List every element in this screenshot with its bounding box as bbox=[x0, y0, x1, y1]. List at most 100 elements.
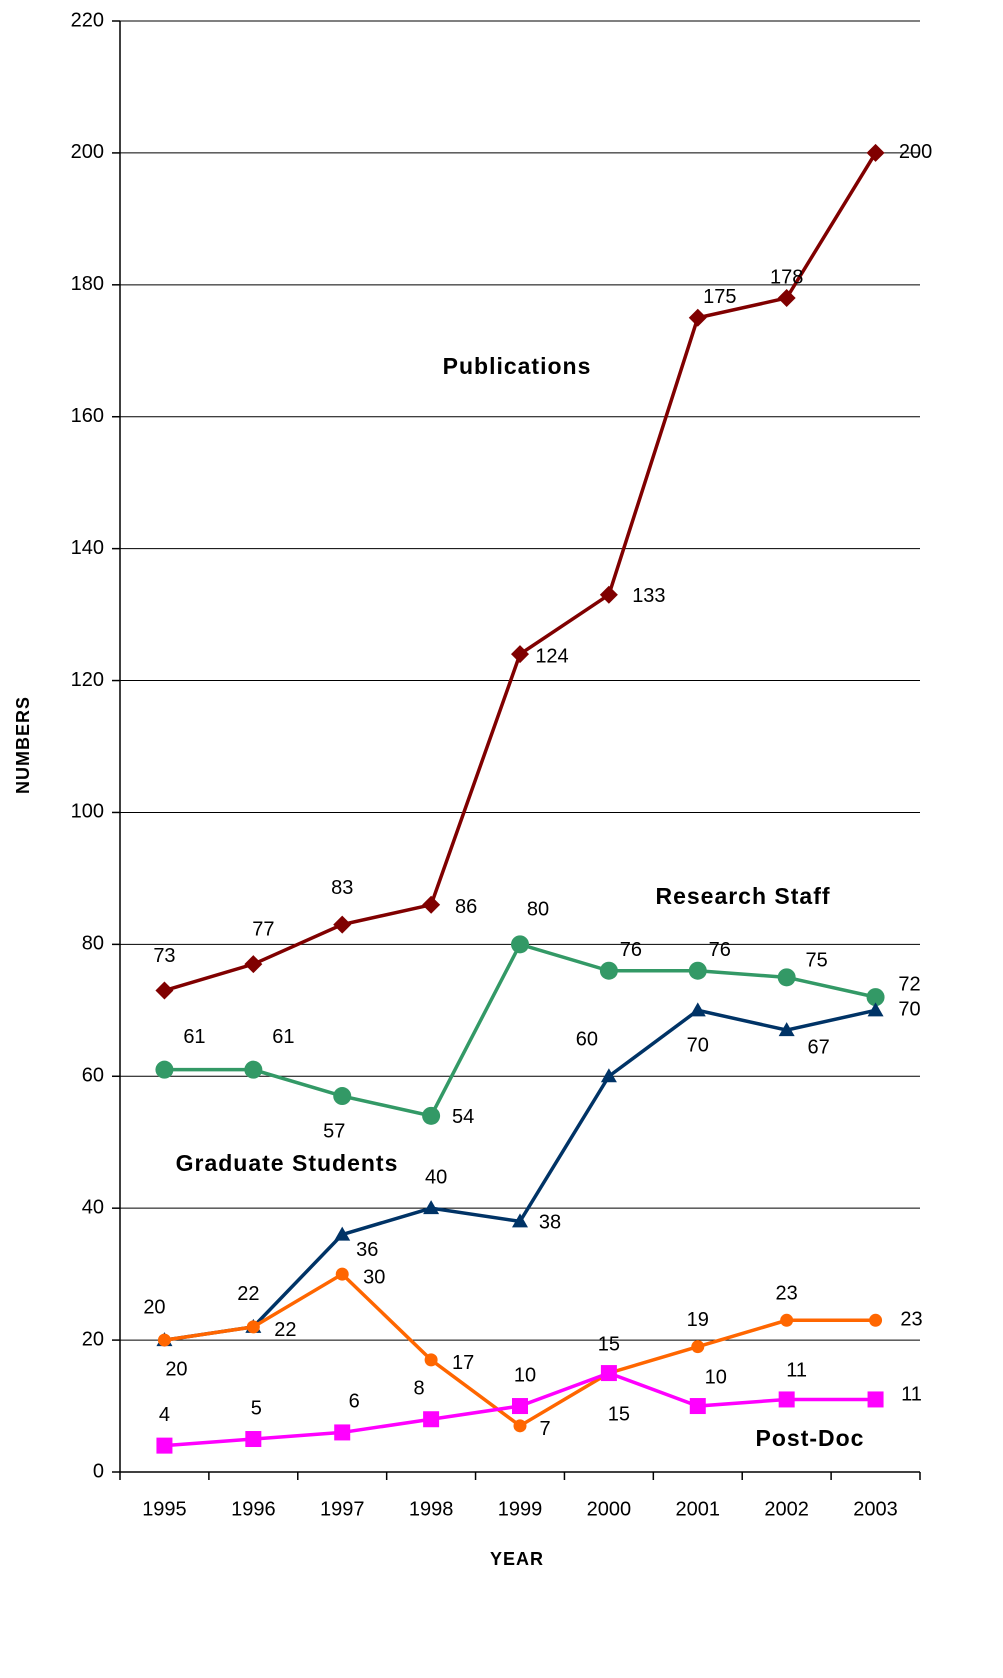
series-name: Publications bbox=[443, 353, 592, 379]
data-label: 5 bbox=[251, 1397, 262, 1419]
marker bbox=[599, 585, 618, 604]
marker bbox=[511, 935, 529, 954]
marker bbox=[244, 955, 263, 974]
marker bbox=[244, 1060, 263, 1079]
marker bbox=[689, 1398, 706, 1415]
data-label: 76 bbox=[709, 939, 731, 961]
data-label: 61 bbox=[272, 1026, 294, 1048]
marker bbox=[155, 1060, 174, 1079]
y-tick-label: 100 bbox=[71, 801, 104, 823]
marker bbox=[777, 289, 796, 308]
data-label: 124 bbox=[535, 645, 568, 667]
marker bbox=[869, 1313, 883, 1327]
y-tick-label: 160 bbox=[71, 405, 104, 427]
data-label: 77 bbox=[252, 918, 274, 940]
data-label: 175 bbox=[703, 286, 736, 308]
y-tick-label: 140 bbox=[71, 537, 104, 559]
data-label: 73 bbox=[153, 945, 175, 967]
x-tick-label: 2000 bbox=[587, 1498, 632, 1520]
series-name: Graduate Students bbox=[176, 1150, 399, 1176]
x-tick-label: 2003 bbox=[853, 1498, 898, 1520]
data-label: 86 bbox=[455, 896, 477, 918]
data-label: 67 bbox=[808, 1036, 830, 1058]
marker bbox=[333, 915, 352, 934]
data-label: 57 bbox=[323, 1120, 345, 1142]
marker bbox=[689, 1002, 706, 1017]
marker bbox=[780, 1313, 794, 1327]
marker bbox=[867, 1002, 884, 1017]
y-tick-label: 200 bbox=[71, 141, 104, 163]
marker bbox=[513, 1419, 527, 1433]
y-axis-title: NUMBERS bbox=[13, 696, 33, 794]
marker bbox=[867, 1391, 884, 1408]
data-label: 76 bbox=[620, 939, 642, 961]
marker bbox=[335, 1267, 349, 1281]
data-label: 75 bbox=[806, 950, 828, 972]
data-label: 7 bbox=[539, 1418, 550, 1440]
data-label: 83 bbox=[331, 877, 353, 899]
marker bbox=[246, 1320, 260, 1334]
marker bbox=[423, 1200, 440, 1215]
x-axis-title: YEAR bbox=[490, 1549, 544, 1569]
data-label: 15 bbox=[598, 1333, 620, 1355]
marker bbox=[155, 981, 174, 1000]
marker bbox=[334, 1424, 351, 1441]
data-label: 178 bbox=[770, 266, 803, 288]
data-label: 11 bbox=[786, 1360, 807, 1382]
marker bbox=[866, 988, 885, 1007]
marker bbox=[688, 961, 707, 980]
data-label: 22 bbox=[237, 1283, 259, 1305]
data-label: 15 bbox=[608, 1403, 630, 1425]
y-tick-label: 60 bbox=[82, 1065, 104, 1087]
y-tick-label: 0 bbox=[93, 1460, 104, 1482]
marker bbox=[156, 1437, 173, 1454]
marker bbox=[600, 1365, 617, 1382]
series-name: Research Staff bbox=[655, 883, 830, 909]
data-label: 8 bbox=[414, 1378, 425, 1400]
data-label: 30 bbox=[363, 1266, 385, 1288]
marker bbox=[691, 1340, 705, 1354]
data-label: 80 bbox=[527, 899, 549, 921]
marker bbox=[157, 1333, 171, 1347]
marker bbox=[424, 1353, 438, 1367]
y-tick-label: 120 bbox=[71, 669, 104, 691]
data-label: 20 bbox=[143, 1296, 165, 1318]
marker bbox=[334, 1226, 351, 1241]
y-tick-label: 220 bbox=[71, 9, 104, 31]
data-label: 4 bbox=[159, 1404, 170, 1426]
x-tick-label: 2001 bbox=[676, 1498, 721, 1520]
data-label: 40 bbox=[425, 1166, 447, 1188]
x-tick-label: 1998 bbox=[409, 1498, 454, 1520]
marker bbox=[333, 1087, 352, 1106]
data-label: 36 bbox=[356, 1239, 378, 1261]
data-label: 17 bbox=[452, 1352, 474, 1374]
y-tick-label: 80 bbox=[82, 933, 104, 955]
data-label: 60 bbox=[576, 1029, 598, 1051]
marker bbox=[423, 1411, 440, 1428]
data-label: 20 bbox=[165, 1358, 187, 1380]
marker bbox=[778, 1022, 795, 1037]
x-tick-label: 1999 bbox=[498, 1498, 543, 1520]
x-tick-label: 2002 bbox=[764, 1498, 809, 1520]
data-label: 70 bbox=[687, 1035, 709, 1057]
data-label: 6 bbox=[349, 1391, 360, 1413]
marker bbox=[512, 1213, 528, 1228]
data-label: 19 bbox=[687, 1309, 709, 1331]
data-label: 10 bbox=[514, 1364, 536, 1386]
x-tick-label: 1996 bbox=[231, 1498, 276, 1520]
data-label: 10 bbox=[705, 1366, 727, 1388]
x-tick-label: 1995 bbox=[142, 1498, 187, 1520]
marker bbox=[599, 961, 618, 980]
data-label: 200 bbox=[899, 141, 932, 163]
data-label: 22 bbox=[274, 1319, 296, 1341]
data-label: 11 bbox=[901, 1384, 922, 1406]
data-label: 38 bbox=[539, 1212, 561, 1234]
marker bbox=[512, 1398, 528, 1415]
data-label: 23 bbox=[776, 1283, 798, 1305]
series-line bbox=[164, 942, 876, 1118]
x-tick-label: 1997 bbox=[320, 1498, 365, 1520]
marker bbox=[866, 143, 885, 162]
y-tick-label: 40 bbox=[82, 1196, 104, 1218]
data-label: 54 bbox=[452, 1106, 474, 1128]
